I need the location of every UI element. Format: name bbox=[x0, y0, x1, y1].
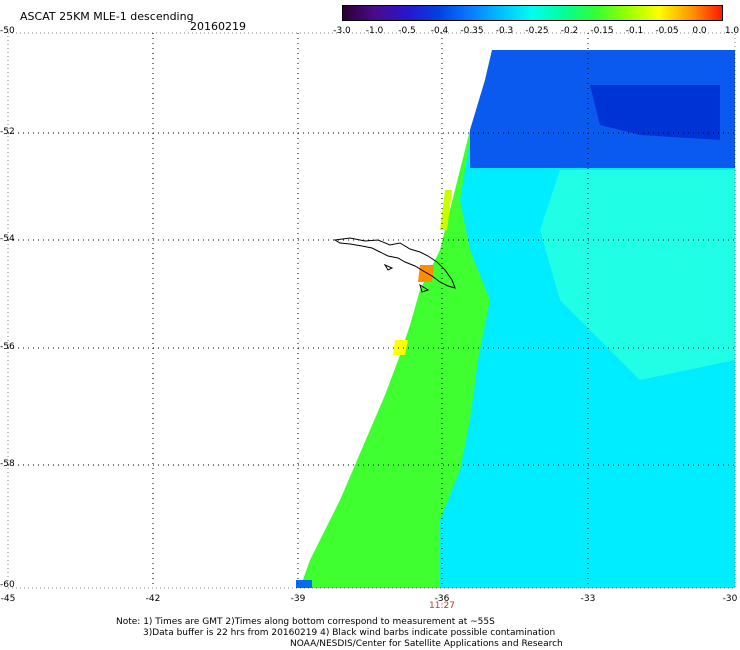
swath-blue-corner bbox=[296, 580, 312, 588]
x-tick-label: -45 bbox=[0, 594, 16, 604]
title: ASCAT 25KM MLE-1 descending bbox=[20, 10, 194, 23]
colorbar-tick-label: -1.0 bbox=[365, 26, 384, 36]
y-tick-label: -50 bbox=[0, 26, 15, 36]
colorbar-tick-label: -0.5 bbox=[398, 26, 416, 36]
south-georgia-coastline bbox=[333, 237, 456, 293]
colorbar-tick-label: 0.0 bbox=[692, 26, 707, 36]
swath-deepblue-region bbox=[590, 85, 720, 140]
colorbar bbox=[342, 5, 723, 21]
y-tick-label: -52 bbox=[0, 127, 15, 137]
swath-aqua-region bbox=[540, 170, 735, 380]
swath-yellow-edge bbox=[440, 190, 452, 230]
x-tick-label: -30 bbox=[722, 594, 738, 604]
colorbar-tick-label: -0.35 bbox=[460, 26, 484, 36]
x-tick-label: -33 bbox=[580, 594, 596, 604]
y-tick-label: -58 bbox=[0, 459, 15, 469]
swath-orange-spot bbox=[418, 265, 434, 282]
x-tick-label: -39 bbox=[290, 594, 306, 604]
swath-yellow-spot bbox=[393, 340, 408, 355]
x-tick-label: -42 bbox=[145, 594, 161, 604]
y-tick-label: -54 bbox=[0, 234, 15, 244]
y-tick-label: -60 bbox=[0, 580, 15, 590]
y-tick-label: -56 bbox=[0, 342, 15, 352]
colorbar-tick-label: -0.4 bbox=[430, 26, 449, 36]
colorbar-tick-label: -0.2 bbox=[560, 26, 579, 36]
grid bbox=[8, 33, 735, 588]
ascat-swath bbox=[296, 50, 735, 588]
colorbar-tick-label: -0.25 bbox=[525, 26, 549, 36]
note-line: Note: 1) Times are GMT 2)Times along bot… bbox=[116, 617, 495, 627]
colorbar-tick-label: -3.0 bbox=[333, 26, 351, 36]
colorbar-tick-label: -0.15 bbox=[590, 26, 614, 36]
colorbar-labels: -3.0 -1.0 -0.5 -0.4 -0.35 -0.3 -0.25 -0.2 -0.15 -… bbox=[330, 26, 740, 38]
colorbar-tick-label: -0.05 bbox=[655, 26, 679, 36]
date-label: 20160219 bbox=[190, 20, 246, 33]
plot-frame bbox=[7, 32, 736, 589]
note-line: 3)Data buffer is 22 hrs from 20160219 4)… bbox=[143, 628, 556, 638]
time-label: 11:27 bbox=[429, 601, 455, 611]
note-line: NOAA/NESDIS/Center for Satellite Applica… bbox=[290, 639, 563, 649]
colorbar-tick-label: -0.1 bbox=[625, 26, 644, 36]
colorbar-tick-label: -0.3 bbox=[495, 26, 514, 36]
x-tick-label: -36 bbox=[434, 594, 450, 604]
colorbar-tick-label: 1.0 bbox=[724, 26, 740, 36]
